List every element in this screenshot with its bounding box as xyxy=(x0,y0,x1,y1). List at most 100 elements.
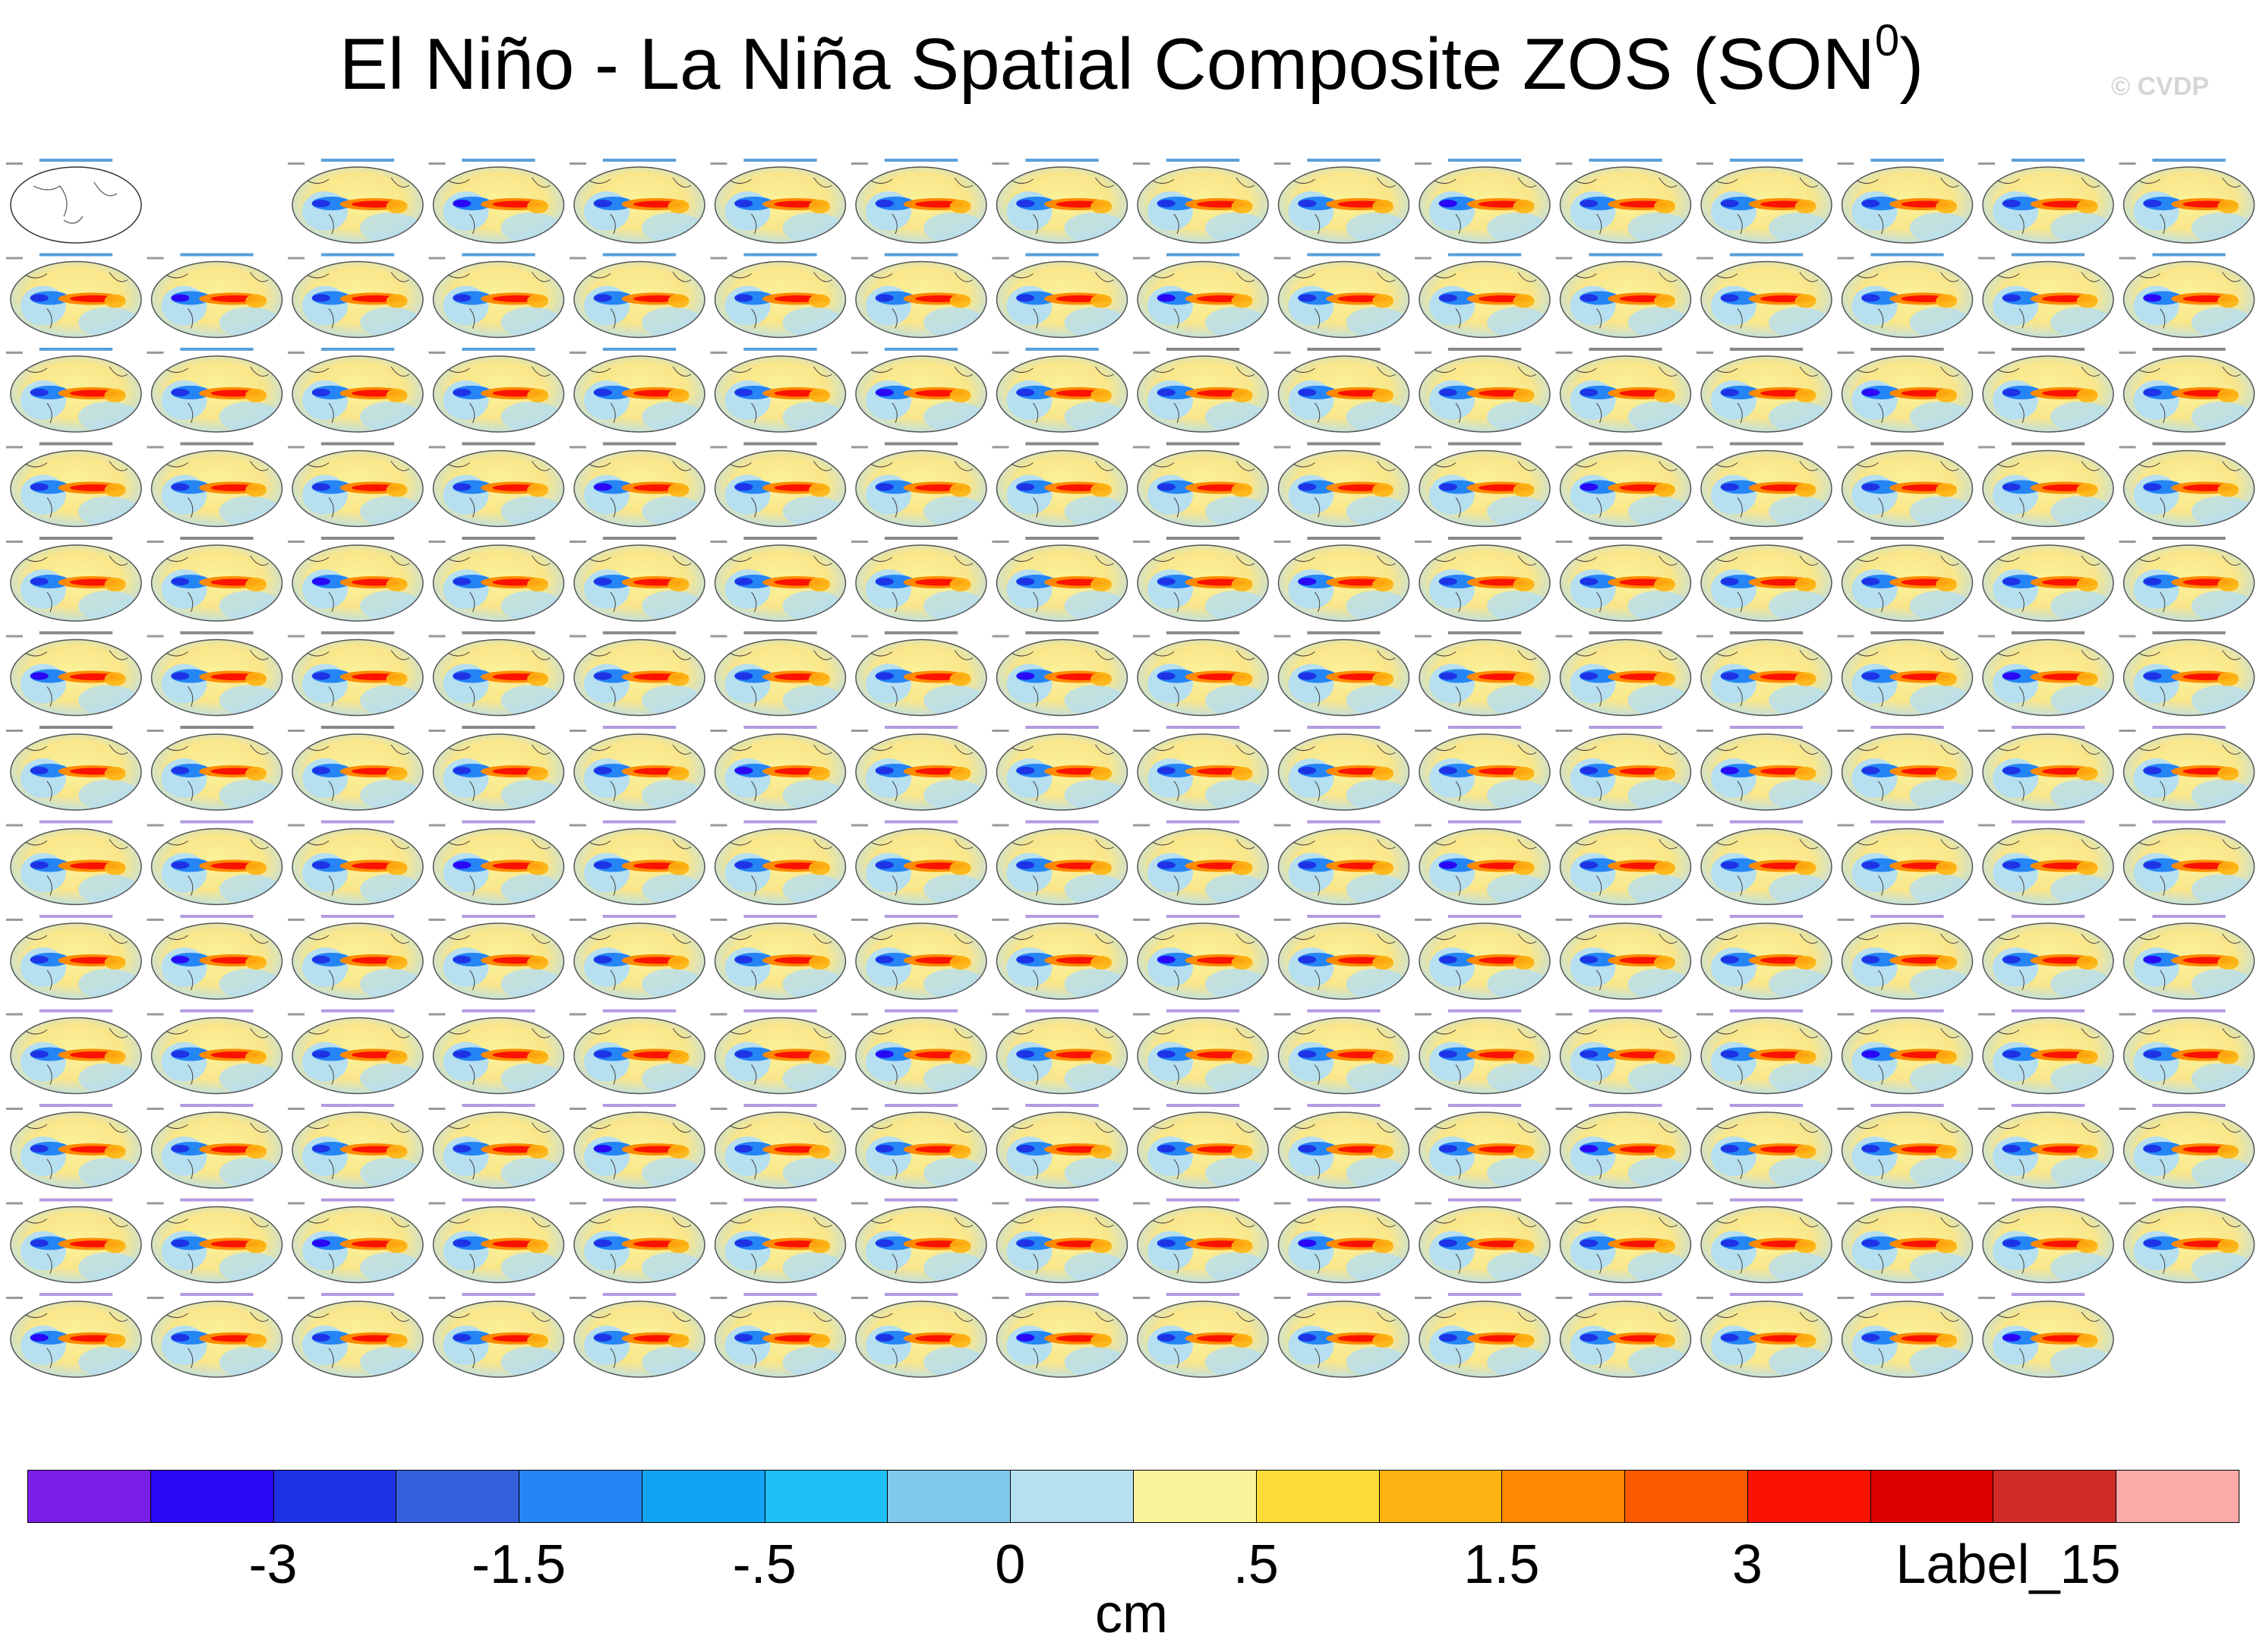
coastline xyxy=(448,1217,551,1274)
map-field xyxy=(151,734,282,810)
panel-title-mark xyxy=(2152,159,2226,162)
panel-period-mark xyxy=(147,1108,164,1110)
map-field xyxy=(433,167,564,243)
panel-period-mark xyxy=(1133,919,1150,921)
panel-title-mark xyxy=(320,1009,395,1013)
model-panel xyxy=(6,1009,142,1095)
panel-title-mark xyxy=(1589,348,1662,351)
model-panel xyxy=(2119,631,2255,717)
map-field xyxy=(1560,545,1691,621)
model-panel xyxy=(288,1198,424,1284)
coastline xyxy=(589,744,692,802)
panel-period-mark xyxy=(147,257,164,260)
panel-period-mark xyxy=(6,1297,23,1299)
map-outline xyxy=(150,449,283,528)
model-panel xyxy=(710,253,847,339)
panel-period-mark xyxy=(710,730,728,732)
coastline xyxy=(1293,839,1396,896)
map-outline xyxy=(996,449,1128,528)
map-outline xyxy=(150,828,283,906)
colorbar-box xyxy=(150,1470,274,1523)
coastline xyxy=(1293,272,1396,329)
panel-title-mark xyxy=(1307,1198,1381,1202)
model-panel xyxy=(570,442,705,528)
panel-title-mark xyxy=(1025,726,1099,729)
coastline xyxy=(2138,839,2241,896)
map-field xyxy=(1983,1017,2113,1094)
coastline xyxy=(1857,366,1959,424)
panel-period-mark xyxy=(1978,824,1995,827)
model-panel xyxy=(2119,537,2255,622)
model-panel xyxy=(1133,1198,1269,1284)
model-panel xyxy=(570,1293,705,1378)
panel-period-mark xyxy=(1133,1108,1150,1110)
panel-title-mark xyxy=(462,537,535,540)
coastline xyxy=(25,555,128,613)
map-field xyxy=(1701,1206,1832,1283)
panel-period-mark xyxy=(992,352,1009,354)
model-panel xyxy=(1696,820,1832,906)
map-outline xyxy=(714,733,847,811)
model-panel xyxy=(1837,1293,1974,1378)
coastline xyxy=(1715,1311,1819,1369)
map-outline xyxy=(1277,260,1410,339)
map-outline xyxy=(1841,260,1974,339)
coastline xyxy=(307,839,410,896)
panel-title-mark xyxy=(1166,1293,1240,1296)
colorbar-box xyxy=(519,1470,642,1523)
panel-title-mark xyxy=(39,726,113,729)
coastline xyxy=(870,1028,974,1085)
panel-title-mark xyxy=(1729,1293,1804,1296)
panel-title-mark xyxy=(884,726,958,729)
panel-period-mark xyxy=(1274,1202,1291,1205)
panel-period-mark xyxy=(1555,257,1573,260)
panel-period-mark xyxy=(1837,446,1854,449)
map-field xyxy=(996,923,1128,999)
map-outline xyxy=(150,922,283,1000)
model-panel xyxy=(1133,820,1269,906)
panel-period-mark xyxy=(1415,1013,1431,1016)
coastline xyxy=(448,933,551,991)
coastline xyxy=(166,461,269,518)
coastline xyxy=(1434,650,1537,707)
model-panel xyxy=(288,915,424,1000)
panel-title-mark xyxy=(2152,915,2226,918)
map-outline xyxy=(714,922,847,1000)
map-field xyxy=(11,356,141,432)
model-panel xyxy=(1837,915,1974,1000)
model-panel xyxy=(570,1104,705,1189)
panel-period-mark xyxy=(1978,1013,1995,1016)
panel-period-mark xyxy=(1978,1202,1995,1205)
map-field xyxy=(574,450,705,527)
model-panel xyxy=(6,537,142,622)
map-field xyxy=(1138,1301,1268,1377)
panel-period-mark xyxy=(1696,541,1713,543)
panel-period-mark xyxy=(1978,162,1995,165)
model-panel xyxy=(428,1009,565,1095)
map-outline xyxy=(1419,1206,1551,1284)
map-field xyxy=(715,545,846,621)
map-field xyxy=(433,1301,564,1377)
map-outline xyxy=(1841,544,1974,622)
model-panel xyxy=(1133,537,1269,622)
panel-period-mark xyxy=(992,257,1009,260)
map-outline xyxy=(2123,922,2255,1000)
map-outline xyxy=(1137,355,1269,433)
panel-period-mark xyxy=(1837,1297,1854,1299)
panel-title-mark xyxy=(1589,726,1662,729)
model-panel xyxy=(570,537,705,622)
panel-period-mark xyxy=(1274,1108,1291,1110)
model-panel xyxy=(1415,915,1551,1000)
coastline xyxy=(1715,555,1819,613)
panel-period-mark xyxy=(1133,635,1150,638)
panel-title-mark xyxy=(2152,348,2226,351)
panel-period-mark xyxy=(851,919,868,921)
panel-title-mark xyxy=(320,1198,395,1202)
coastline xyxy=(730,272,832,329)
panel-period-mark xyxy=(147,446,164,449)
model-panel xyxy=(1415,537,1551,622)
panel-title-mark xyxy=(1870,253,1944,257)
map-outline xyxy=(292,355,424,433)
panel-title-mark xyxy=(884,1104,958,1107)
panel-title-mark xyxy=(602,253,677,257)
